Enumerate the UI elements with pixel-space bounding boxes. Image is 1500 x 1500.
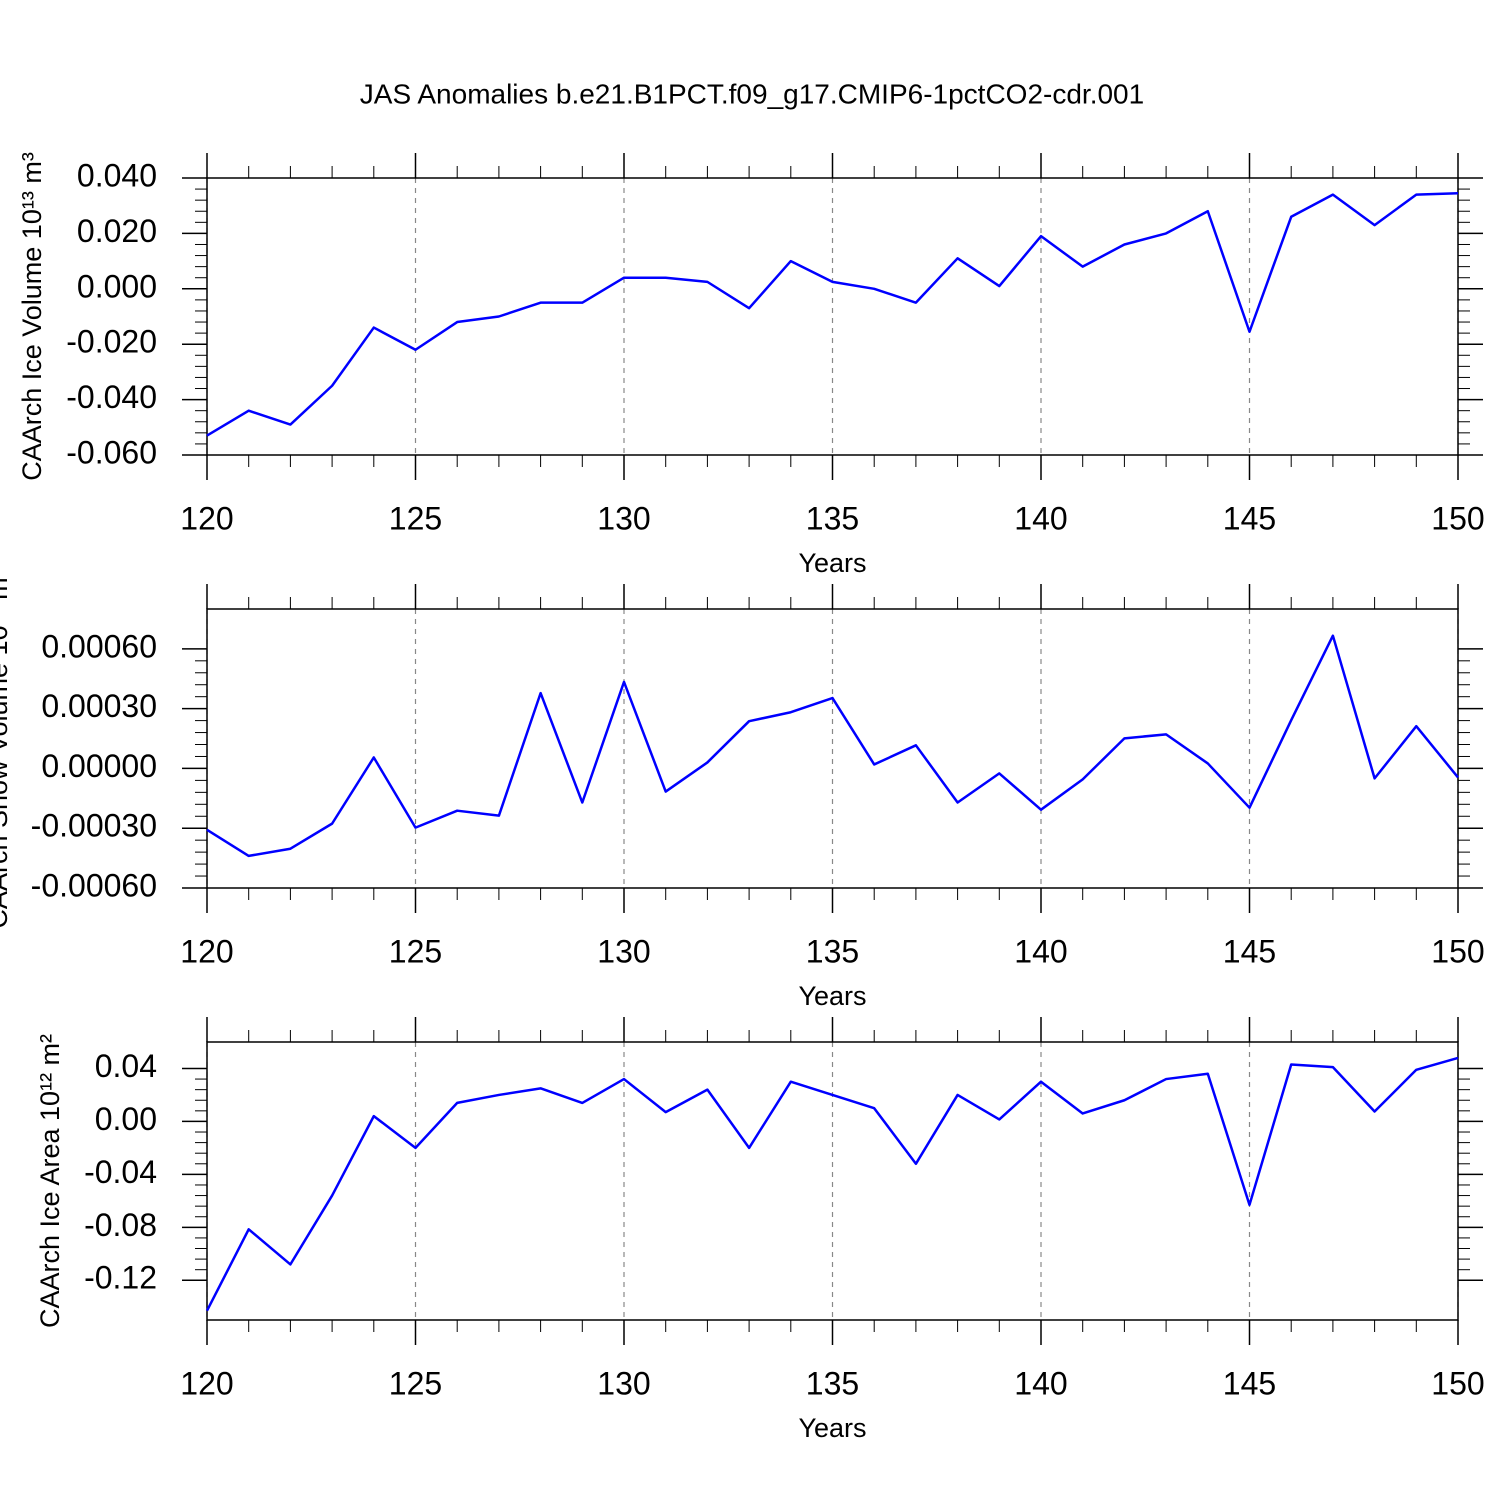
plot-frame [206,1041,1459,1321]
x-tick-label: 125 [389,500,442,536]
x-axis-label: Years [798,548,866,578]
y-tick-label: -0.00030 [31,808,157,844]
x-tick-label: 120 [180,933,233,969]
x-tick-label: 150 [1431,500,1484,536]
x-tick-label: 130 [597,500,650,536]
y-tick-label: 0.020 [77,213,157,249]
x-tick-label: 140 [1014,933,1067,969]
data-line [206,634,1459,858]
data-line [206,191,1459,437]
y-tick-label: 0.000 [77,268,157,304]
y-axis-label: CAArch Ice Volume 10¹³ m³ [17,152,47,481]
y-tick-label: -0.00060 [31,867,157,903]
x-tick-label: 140 [1014,1365,1067,1401]
chart-title: JAS Anomalies b.e21.B1PCT.f09_g17.CMIP6-… [360,78,1144,109]
y-axis-label: CAArch Snow Volume 10¹³ m³ [0,568,13,928]
y-tick-label: 0.00030 [41,688,157,724]
x-tick-label: 120 [180,1365,233,1401]
x-tick-label: 120 [180,500,233,536]
y-tick-label: 0.040 [77,157,157,193]
y-tick-label: -0.060 [66,434,157,470]
x-tick-label: 135 [806,500,859,536]
y-tick-label: 0.00 [95,1101,157,1137]
plot-frame [206,608,1459,889]
y-tick-label: 0.04 [95,1048,157,1084]
x-tick-label: 135 [806,1365,859,1401]
x-tick-label: 145 [1223,1365,1276,1401]
y-tick-label: 0.00060 [41,628,157,664]
y-tick-label: -0.020 [66,324,157,360]
x-tick-label: 135 [806,933,859,969]
y-tick-label: -0.04 [84,1154,157,1190]
y-tick-label: -0.12 [84,1260,157,1296]
x-tick-label: 145 [1223,933,1276,969]
data-line [205,1056,1459,1312]
x-tick-label: 125 [389,1365,442,1401]
x-tick-label: 150 [1431,1365,1484,1401]
x-tick-label: 140 [1014,500,1067,536]
y-axis-label: CAArch Ice Area 10¹² m² [35,1034,65,1328]
plot-frame [206,177,1459,456]
y-tick-label: -0.08 [84,1207,157,1243]
y-tick-label: -0.040 [66,379,157,415]
x-tick-label: 125 [389,933,442,969]
x-tick-label: 130 [597,1365,650,1401]
x-axis-label: Years [798,981,866,1011]
x-tick-label: 130 [597,933,650,969]
y-tick-label: 0.00000 [41,748,157,784]
x-tick-label: 145 [1223,500,1276,536]
x-tick-label: 150 [1431,933,1484,969]
x-axis-label: Years [798,1413,866,1443]
